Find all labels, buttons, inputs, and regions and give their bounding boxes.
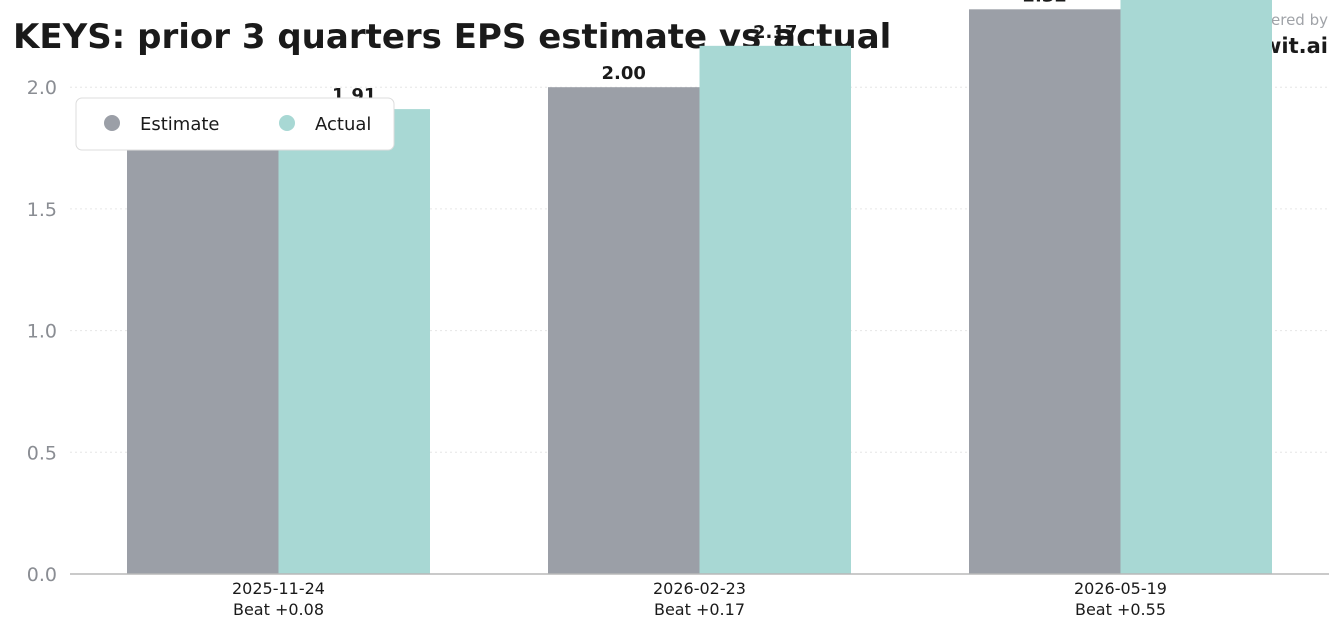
y-tick-label: 1.5 bbox=[27, 199, 57, 221]
bar-actual bbox=[278, 109, 430, 574]
x-tick-date: 2026-02-23 bbox=[653, 579, 746, 598]
bar-actual bbox=[699, 45, 851, 574]
bar-estimate bbox=[127, 128, 279, 574]
legend-box bbox=[75, 97, 395, 151]
x-tick-beat: Beat +0.17 bbox=[654, 600, 745, 619]
x-tick-beat: Beat +0.08 bbox=[233, 600, 324, 619]
legend-estimate-label: Estimate bbox=[140, 114, 220, 135]
x-tick-beat: Beat +0.55 bbox=[1075, 600, 1166, 619]
legend-actual-swatch bbox=[279, 115, 295, 131]
y-tick-label: 1.0 bbox=[27, 321, 57, 343]
legend: Estimate Actual bbox=[75, 97, 395, 151]
y-axis-ticks: 0.00.51.01.52.02.53.03.5 bbox=[27, 77, 57, 586]
value-label-estimate: 2.00 bbox=[602, 63, 646, 84]
legend-actual-label: Actual bbox=[315, 114, 371, 135]
x-tick-date: 2025-11-24 bbox=[232, 579, 325, 598]
bar-estimate bbox=[548, 87, 700, 574]
x-axis-ticks: 2025-11-24 Beat +0.08 2026-02-23 Beat +0.17… bbox=[232, 579, 1167, 619]
legend-estimate-swatch bbox=[104, 115, 120, 131]
value-label-actual: 2.17 bbox=[753, 22, 797, 43]
value-label-estimate: 2.32 bbox=[1023, 0, 1067, 6]
y-tick-label: 2.0 bbox=[27, 77, 57, 99]
y-tick-label: 0.5 bbox=[27, 442, 57, 464]
bars bbox=[127, 0, 1272, 574]
bar-actual bbox=[1120, 0, 1272, 574]
bar-estimate bbox=[969, 9, 1121, 574]
y-tick-label: 0.0 bbox=[27, 564, 57, 586]
x-tick-date: 2026-05-19 bbox=[1074, 579, 1167, 598]
